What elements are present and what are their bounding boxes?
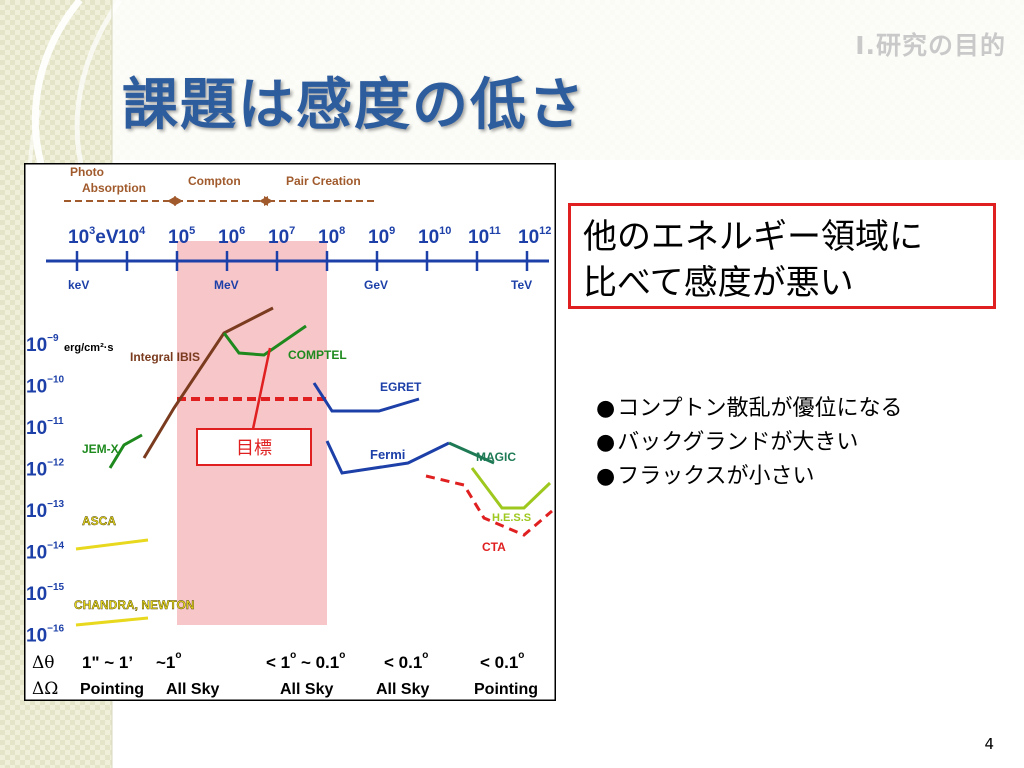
bullet-item: コンプトン散乱が優位になる <box>596 392 902 426</box>
energy-tick-label: 1012 <box>518 225 551 248</box>
instrument-label: Fermi <box>370 447 405 462</box>
target-label: 目標 <box>236 438 272 459</box>
sensitivity-unit: erg/cm²·s <box>64 342 114 354</box>
energy-tick-label: 109 <box>368 225 395 248</box>
energy-tick-label: 1011 <box>468 225 501 248</box>
row-header-dtheta: Δθ <box>32 653 55 673</box>
row-header-domega: ΔΩ <box>32 679 58 699</box>
scale-label: MeV <box>214 278 239 292</box>
field-of-view-cell: Pointing <box>474 681 538 698</box>
sensitivity-tick-label: 10−12 <box>26 458 65 481</box>
energy-tick-label: 104 <box>118 225 146 248</box>
energy-axis-ticks <box>75 251 529 271</box>
sensitivity-tick-label: 10−11 <box>26 416 64 439</box>
jem-x-curve <box>108 433 143 469</box>
sensitivity-diagram: Photo Absorption Compton Pair Creation 1… <box>24 163 556 701</box>
hess-curve <box>470 467 552 510</box>
comptel-curve <box>222 324 307 357</box>
angular-resolution-cell: < 1o ~ 0.1o <box>266 650 345 672</box>
sensitivity-axis-labels: 10−9 10−10 10−11 10−12 10−13 10−14 10−15 10−16 <box>26 333 65 647</box>
sensitivity-tick-label: 10−9 <box>26 333 59 356</box>
angular-resolution-cell: ~1o <box>156 650 182 672</box>
page-number: 4 <box>984 735 994 753</box>
egret-curve <box>312 382 420 413</box>
energy-tick-label: 107 <box>268 225 295 248</box>
arrowhead-icon <box>167 196 176 206</box>
slide-title: 課題は感度の低さ <box>122 73 586 138</box>
field-of-view-cell: All Sky <box>280 681 333 698</box>
process-label: Compton <box>188 174 241 188</box>
callout-line: 他のエネルギー領域に <box>583 217 923 257</box>
bullet-item: フラックスが小さい <box>596 460 903 494</box>
angular-resolution-cell: < 0.1o <box>480 650 524 672</box>
energy-tick-label: 106 <box>218 225 245 248</box>
sensitivity-tick-label: 10−14 <box>26 541 65 564</box>
process-label: Absorption <box>82 181 146 195</box>
instrument-label: ASCA <box>82 514 116 528</box>
instrument-label: H.E.S.S <box>492 512 531 524</box>
energy-tick-label: 103eV <box>68 225 119 248</box>
integral-ibis-curve <box>142 306 274 459</box>
field-of-view-cell: Pointing <box>80 681 144 698</box>
bullet-item: バックグランドが大きい <box>596 426 903 460</box>
energy-tick-label: 105 <box>168 225 195 248</box>
field-of-view-row: Pointing All Sky All Sky All Sky Pointing <box>80 681 538 698</box>
angular-resolution-row: 1" ~ 1’ ~1o < 1o ~ 0.1o < 0.1o < 0.1o <box>82 650 524 672</box>
sensitivity-tick-label: 10−16 <box>26 624 65 647</box>
chandra-newton-curve <box>75 616 149 627</box>
energy-tick-label: 1010 <box>418 225 451 248</box>
instrument-label: MAGIC <box>476 450 516 464</box>
section-tag: I.研究の目的 <box>855 31 1006 60</box>
instrument-label: CTA <box>482 540 506 554</box>
arrowhead-icon <box>259 196 268 206</box>
instrument-label: CHANDRA, NEWTON <box>74 598 194 612</box>
sensitivity-tick-label: 10−13 <box>26 499 65 522</box>
sensitivity-tick-label: 10−10 <box>26 375 65 398</box>
target-pointer <box>251 347 272 430</box>
scale-label: TeV <box>511 278 532 292</box>
cta-curve <box>425 474 553 537</box>
target-box <box>196 428 312 466</box>
field-of-view-cell: All Sky <box>376 681 429 698</box>
instrument-label: COMPTEL <box>288 348 347 362</box>
instrument-label: JEM-X <box>82 442 119 456</box>
callout-line: 比べて感度が悪い <box>583 263 854 303</box>
scale-label: keV <box>68 278 89 292</box>
field-of-view-cell: All Sky <box>166 681 219 698</box>
process-label: Pair Creation <box>286 174 361 188</box>
fermi-curve <box>325 440 450 475</box>
process-label: Photo <box>70 165 104 179</box>
energy-axis-labels: 103eV 104 105 106 107 108 109 1010 1011 1012 <box>68 225 551 248</box>
energy-tick-label: 108 <box>318 225 345 248</box>
bullet-list: コンプトン散乱が優位になる バックグランドが大きい フラックスが小さい <box>596 392 903 494</box>
angular-resolution-cell: < 0.1o <box>384 650 428 672</box>
instrument-label: Integral IBIS <box>130 350 200 364</box>
scale-label: GeV <box>364 278 388 292</box>
callout-box: 他のエネルギー領域に 比べて感度が悪い <box>568 203 996 309</box>
instrument-label: EGRET <box>380 380 422 394</box>
magic-curve <box>448 441 495 465</box>
asca-curve <box>75 538 149 551</box>
angular-resolution-cell: 1" ~ 1’ <box>82 653 133 672</box>
sensitivity-tick-label: 10−15 <box>26 582 65 605</box>
